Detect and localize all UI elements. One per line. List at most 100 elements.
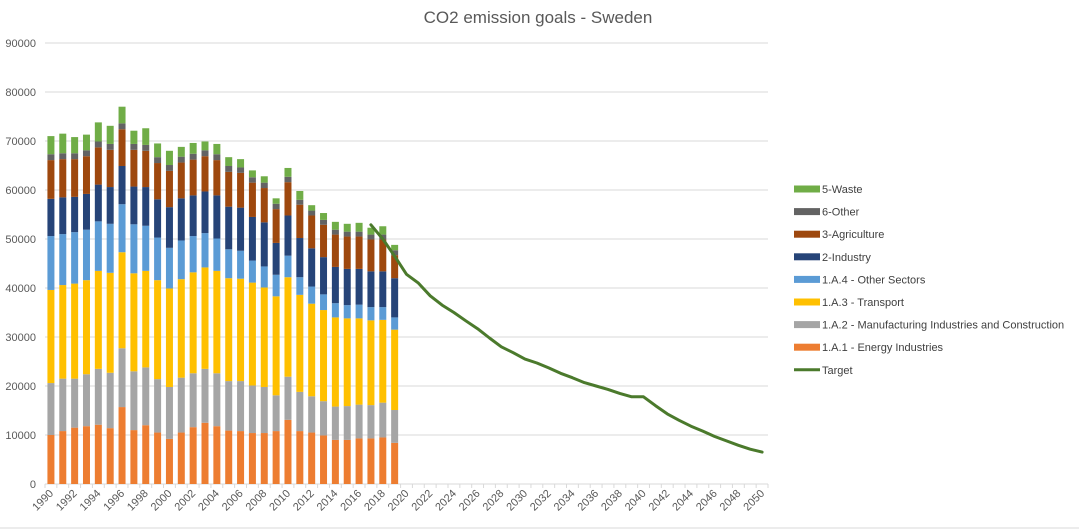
bar-segment-3-agriculture-1996 [118,129,126,166]
bar-segment-1-a-2-manufacturing-industries-and-construction-1992 [71,378,79,428]
bar-segment-6-other-1993 [82,150,90,157]
bar-segment-5-waste-2014 [331,221,339,230]
bar-segment-1-a-2-manufacturing-industries-and-construction-2000 [165,386,173,439]
x-tick-label: 2050 [741,488,767,514]
x-tick-label: 2038 [599,488,625,514]
bar-segment-2-industry-2018 [379,271,387,308]
bar-segment-1-a-3-transport-2002 [189,272,197,374]
bar-segment-2-industry-1994 [94,184,102,222]
bar-segment-5-waste-1994 [94,122,102,142]
bar-segment-1-a-1-energy-industries-2001 [177,432,185,484]
x-tick-label: 1990 [30,488,56,514]
x-tick-label: 2030 [504,488,530,514]
bar-segment-1-a-3-transport-2007 [248,282,256,386]
legend-swatch [794,208,820,216]
bar-segment-1-a-2-manufacturing-industries-and-construction-2011 [296,391,304,432]
bar-segment-1-a-2-manufacturing-industries-and-construction-2016 [355,404,363,439]
bar-segment-1-a-1-energy-industries-1993 [82,426,90,484]
bar-segment-6-other-2000 [165,165,173,171]
bar-segment-1-a-4-other-sectors-1993 [82,229,90,281]
legend-swatch [794,343,820,351]
legend-label: 1.A.1 - Energy Industries [822,342,944,354]
bar-segment-5-waste-1996 [118,106,126,124]
y-tick-label: 20000 [5,381,36,393]
bar-segment-5-waste-1997 [130,130,138,144]
bar-segment-1-a-3-transport-2006 [237,278,245,382]
bar-segment-2-industry-1993 [82,193,90,230]
bar-segment-6-other-2016 [355,231,363,237]
bar-segment-1-a-2-manufacturing-industries-and-construction-2001 [177,377,185,433]
bar-segment-1-a-4-other-sectors-1990 [47,236,55,290]
bar-segment-6-other-1996 [118,123,126,130]
bar-segment-2-industry-2008 [260,222,268,267]
x-tick-label: 2000 [149,488,175,514]
bar-segment-1-a-4-other-sectors-2009 [272,274,280,297]
bar-segment-1-a-2-manufacturing-industries-and-construction-2015 [343,406,351,440]
bar-segment-6-other-1997 [130,143,138,150]
bar-segment-3-agriculture-2001 [177,162,185,199]
bar-segment-3-agriculture-2009 [272,209,280,243]
bar-segment-1-a-4-other-sectors-2016 [355,304,363,319]
bar-segment-5-waste-2004 [213,143,221,155]
legend-item: 1.A.3 - Transport [794,297,904,309]
bar-segment-1-a-4-other-sectors-1999 [154,237,162,281]
bar-segment-3-agriculture-2000 [165,170,173,208]
bar-segment-5-waste-1992 [71,137,79,154]
y-tick-label: 80000 [5,87,36,99]
bar-segment-1-a-2-manufacturing-industries-and-construction-2012 [308,396,316,433]
bar-segment-1-a-3-transport-2008 [260,287,268,387]
target-line [369,223,764,454]
bar-segment-2-industry-2001 [177,198,185,241]
bar-segment-1-a-2-manufacturing-industries-and-construction-1991 [59,378,67,432]
y-tick-label: 90000 [5,38,36,50]
bar-segment-2-industry-2010 [284,215,292,256]
bar-segment-1-a-1-energy-industries-2018 [379,437,387,484]
bar-segment-3-agriculture-2016 [355,236,363,269]
bar-segment-6-other-2019 [391,250,399,256]
bar-segment-6-other-2015 [343,231,351,237]
y-tick-label: 70000 [5,136,36,148]
x-tick-label: 2048 [718,488,744,514]
bar-segment-2-industry-2012 [308,248,316,287]
bar-segment-5-waste-2016 [355,222,363,232]
bar-segment-1-a-4-other-sectors-1997 [130,224,138,274]
bar-segment-1-a-3-transport-2017 [367,320,375,406]
bar-segment-1-a-4-other-sectors-2002 [189,236,197,273]
bar-segment-2-industry-2017 [367,271,375,308]
bar-segment-1-a-3-transport-2015 [343,318,351,407]
bar-segment-1-a-2-manufacturing-industries-and-construction-2006 [237,381,245,432]
bar-segment-3-agriculture-2010 [284,182,292,216]
legend-item: 1.A.2 - Manufacturing Industries and Con… [794,320,1064,332]
bar-segment-6-other-2002 [189,153,197,160]
bar-segment-5-waste-2003 [201,141,209,151]
bar-segment-3-agriculture-1992 [71,159,79,197]
bar-segment-1-a-2-manufacturing-industries-and-construction-1993 [82,374,90,427]
bar-segment-1-a-1-energy-industries-2007 [248,433,256,484]
bar-segment-1-a-2-manufacturing-industries-and-construction-2003 [201,368,209,423]
bar-segment-1-a-1-energy-industries-2006 [237,431,245,484]
bar-segment-1-a-1-energy-industries-2003 [201,422,209,484]
bar-segment-1-a-3-transport-1991 [59,285,67,379]
bar-segment-3-agriculture-2015 [343,236,351,269]
bar-segment-1-a-3-transport-2012 [308,303,316,397]
bar-segment-1-a-3-transport-1990 [47,289,55,384]
bar-segment-2-industry-2009 [272,242,280,275]
bar-segment-1-a-3-transport-2011 [296,294,304,392]
bar-segment-6-other-2009 [272,203,280,210]
bar-segment-1-a-2-manufacturing-industries-and-construction-1998 [142,367,150,426]
bar-segment-6-other-1998 [142,144,150,151]
x-tick-label: 2026 [457,488,483,514]
bar-segment-1-a-1-energy-industries-1996 [118,407,126,484]
bar-segment-1-a-1-energy-industries-2002 [189,427,197,484]
bar-segment-2-industry-2013 [320,257,328,295]
bar-segment-2-industry-2000 [165,207,173,248]
bar-segment-2-industry-2002 [189,195,197,237]
bar-segment-1-a-1-energy-industries-2019 [391,442,399,484]
x-tick-label: 2040 [623,488,649,514]
bar-segment-1-a-3-transport-1995 [106,272,114,373]
bar-segment-1-a-3-transport-1999 [154,280,162,380]
bar-segment-1-a-2-manufacturing-industries-and-construction-1994 [94,368,102,425]
bar-segment-1-a-4-other-sectors-2019 [391,317,399,330]
bar-segment-1-a-1-energy-industries-1998 [142,425,150,484]
bar-segment-1-a-3-transport-2010 [284,277,292,377]
